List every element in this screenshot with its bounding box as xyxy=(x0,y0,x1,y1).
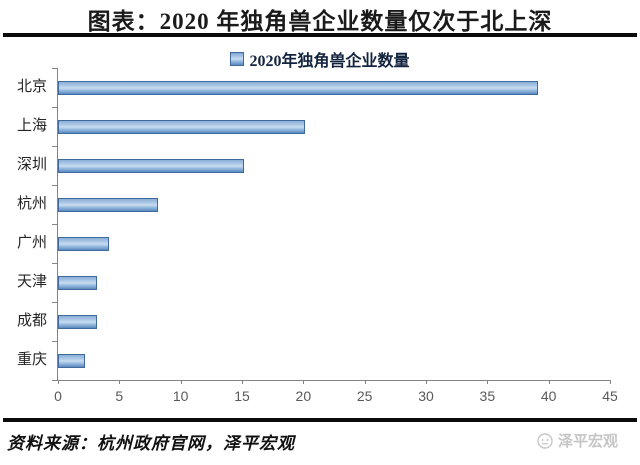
x-tick-label: 20 xyxy=(295,388,312,404)
x-tick-label: 35 xyxy=(479,388,496,404)
bar xyxy=(58,81,539,95)
y-axis-tick xyxy=(52,263,57,264)
chart-row: 成都 xyxy=(17,302,610,341)
category-label: 北京 xyxy=(16,79,47,95)
bar-chart-plot-area: 北京上海深圳杭州广州天津成都重庆 0 5 10 15 20 25 30 35 40 45 xyxy=(17,68,618,404)
chart-title: 图表：2020 年独角兽企业数量仅次于北上深 xyxy=(87,9,553,34)
watermark: 泽平宏观 xyxy=(536,430,618,451)
category-label: 上海 xyxy=(16,118,47,134)
x-tick-label: 15 xyxy=(234,388,250,404)
legend-label: 2020年独角兽企业数量 xyxy=(249,53,410,70)
legend: 2020年独角兽企业数量 xyxy=(0,47,640,71)
chart-row: 天津 xyxy=(17,263,610,302)
chart-row: 上海 xyxy=(17,107,610,146)
x-tick-label: 25 xyxy=(356,388,373,404)
y-axis-tick xyxy=(52,185,57,186)
chart-row: 深圳 xyxy=(17,146,610,185)
bar xyxy=(58,159,244,173)
category-label: 杭州 xyxy=(16,196,47,212)
bar xyxy=(58,276,97,290)
bar xyxy=(58,198,159,212)
x-axis-tick xyxy=(610,380,611,384)
bar xyxy=(58,120,306,134)
category-label: 成都 xyxy=(16,313,47,329)
y-axis-tick xyxy=(52,380,57,381)
y-axis-tick xyxy=(52,146,57,147)
x-axis-tick xyxy=(487,380,489,384)
category-label: 深圳 xyxy=(16,157,47,173)
x-tick-label: 30 xyxy=(418,388,434,404)
x-axis-tick xyxy=(303,380,305,384)
x-tick-label: 0 xyxy=(54,388,62,404)
chart-row: 重庆 xyxy=(17,341,610,380)
x-tick-label: 40 xyxy=(540,388,557,404)
x-axis-tick xyxy=(426,380,427,384)
bar xyxy=(58,237,110,251)
legend-swatch-icon xyxy=(230,52,245,66)
y-axis-tick xyxy=(52,68,57,69)
watermark-text: 泽平宏观 xyxy=(557,434,618,450)
source-note: 资料来源：杭州政府官网，泽平宏观 xyxy=(7,434,295,453)
x-axis-tick xyxy=(58,380,59,384)
chart-row: 广州 xyxy=(17,224,610,263)
title-divider xyxy=(3,33,637,37)
category-label: 重庆 xyxy=(16,352,47,368)
x-axis-tick xyxy=(242,380,243,384)
footer-divider xyxy=(3,418,637,422)
chart-row: 北京 xyxy=(17,68,610,107)
x-tick-label: 10 xyxy=(172,388,189,404)
x-tick-label: 5 xyxy=(115,388,124,404)
chart-row: 杭州 xyxy=(17,185,610,224)
x-axis-tick xyxy=(180,380,182,384)
x-tick-label: 45 xyxy=(602,388,618,404)
y-axis-tick xyxy=(52,341,57,342)
x-axis-tick xyxy=(548,380,550,384)
x-axis-tick xyxy=(364,380,366,384)
y-axis-tick xyxy=(52,107,57,108)
y-axis-tick xyxy=(52,224,57,225)
category-label: 天津 xyxy=(16,274,47,290)
bar xyxy=(58,354,85,368)
bar xyxy=(58,315,97,329)
y-axis-tick xyxy=(52,302,57,303)
category-label: 广州 xyxy=(16,235,47,251)
watermark-logo-icon xyxy=(536,432,554,450)
x-axis-tick xyxy=(119,380,121,384)
